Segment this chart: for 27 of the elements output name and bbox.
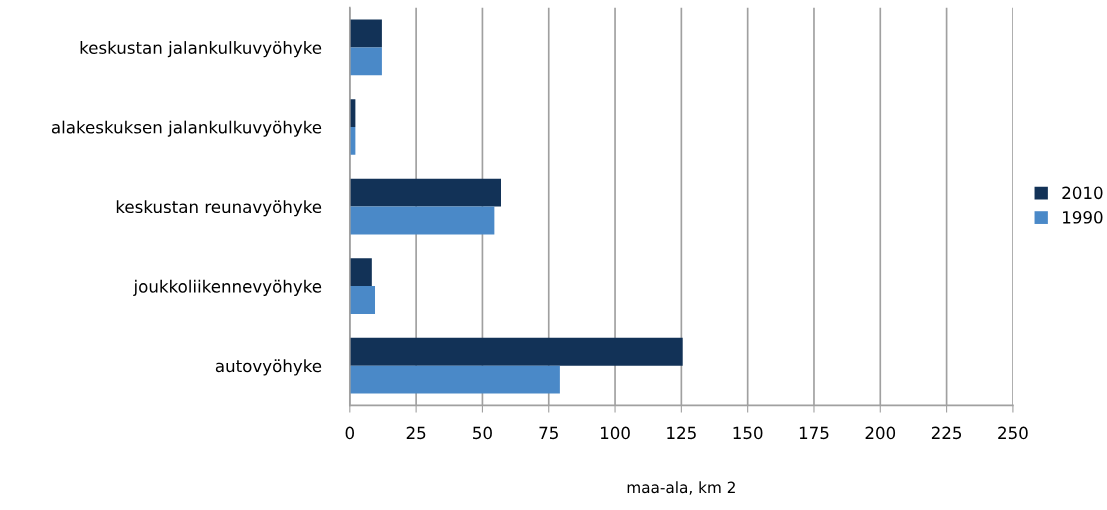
x-tick-label: 175 bbox=[799, 426, 829, 440]
x-tick-label: 250 bbox=[998, 426, 1028, 440]
x-tick-label: 25 bbox=[406, 426, 426, 440]
x-tick-label: 150 bbox=[733, 426, 763, 440]
bar bbox=[349, 286, 376, 314]
y-tick-label: joukkoliikennevyöhyke bbox=[133, 279, 322, 296]
y-tick-label: keskustan reunavyöhyke bbox=[116, 200, 322, 217]
x-tick-label: 200 bbox=[865, 426, 896, 440]
x-tick-label: 100 bbox=[600, 426, 630, 440]
bar bbox=[349, 178, 501, 207]
bar bbox=[349, 365, 560, 394]
bar bbox=[349, 47, 382, 76]
bar bbox=[349, 19, 382, 48]
x-tick-label: 125 bbox=[667, 426, 696, 440]
bar bbox=[349, 206, 495, 235]
x-tick-label: 75 bbox=[539, 426, 558, 440]
legend-label: 1990 bbox=[1063, 211, 1103, 224]
bar bbox=[349, 258, 372, 287]
legend-label: 2010 bbox=[1062, 186, 1103, 200]
x-axis-title: maa-ala, km 2 bbox=[627, 481, 735, 495]
x-tick-label: 50 bbox=[473, 426, 492, 440]
x-tick-label: 0 bbox=[345, 426, 355, 440]
x-tick-label: 225 bbox=[931, 426, 962, 440]
y-tick-label: alakeskuksen jalankulkuvyöhyke bbox=[51, 120, 322, 137]
y-tick-label: autovyöhyke bbox=[215, 359, 322, 376]
y-tick-label: keskustan jalankulkuvyöhyke bbox=[80, 41, 322, 58]
bar bbox=[349, 337, 683, 366]
